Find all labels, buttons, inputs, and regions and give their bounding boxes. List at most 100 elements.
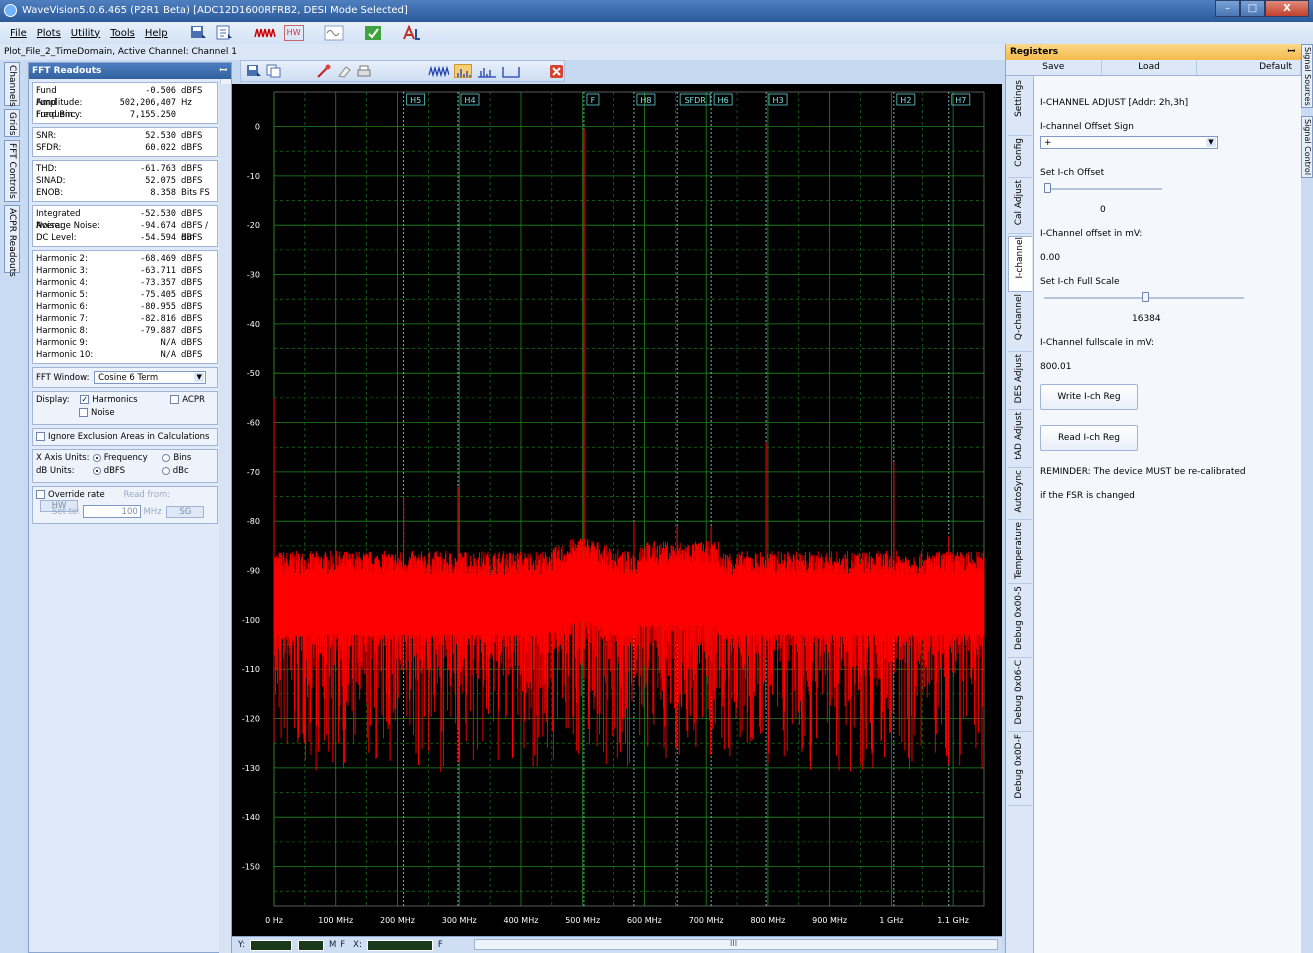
tab-debug-0x00-5[interactable]: Debug 0x00-5 [1008, 586, 1032, 658]
menu-plots[interactable]: Plots [36, 27, 61, 39]
fft-plot[interactable]: 0 -10 -20 -30 -40 -50 -60 -70 -80 -90 -100 -110 -120… [232, 84, 1002, 936]
x-tick-label: 700 MHz [689, 916, 724, 925]
override-rate-checkbox[interactable] [36, 490, 45, 499]
readout-value: -94.674 [140, 221, 176, 231]
readout-value: -68.469 [140, 254, 176, 264]
frequency-radio[interactable] [92, 453, 101, 462]
window-shape-icon[interactable] [501, 64, 520, 78]
pin-icon[interactable]: ꟷ [219, 66, 227, 76]
offset-slider[interactable] [1044, 188, 1162, 190]
readout-row: Harmonic 7: -82.816 dBFS [36, 313, 214, 325]
chevron-down-icon: ▼ [1206, 138, 1216, 147]
close-button[interactable]: X [1265, 0, 1309, 17]
window-title: WaveVision5.0.6.465 (P2R1 Beta) [ADC12D1… [22, 5, 408, 16]
minimize-button[interactable]: – [1215, 0, 1240, 17]
readout-row: Harmonic 9: N/A dBFS [36, 337, 214, 349]
tab-acpr-readouts[interactable]: ACPR Readouts [4, 205, 20, 277]
readout-label: SFDR: [36, 143, 62, 153]
menu-help[interactable]: Help [144, 27, 168, 39]
readout-row: Fund Bin: 7,155.250 [36, 109, 214, 121]
tab-cal-adjust[interactable]: Cal Adjust [1008, 180, 1032, 234]
readout-value: -79.887 [140, 326, 176, 336]
tab-q-channel[interactable]: Q-channel [1008, 294, 1032, 352]
tab-debug-0x0d-f[interactable]: Debug 0x0D-F [1008, 734, 1032, 806]
readout-value: -82.816 [140, 314, 176, 324]
readout-unit: dBFS [181, 302, 203, 312]
hw-capture-icon[interactable]: HW [283, 25, 304, 41]
export-plot-icon[interactable] [216, 25, 234, 41]
ignore-exclusion-row: Ignore Exclusion Areas in Calculations [32, 428, 218, 446]
save-button[interactable]: Save [1006, 60, 1102, 75]
bins-radio[interactable] [162, 453, 171, 462]
read-i-ch-reg-button[interactable]: Read I-ch Reg [1040, 425, 1138, 451]
tab-fft-controls[interactable]: FFT Controls [4, 140, 20, 202]
print-icon[interactable] [356, 64, 371, 78]
menu-tools[interactable]: Tools [110, 27, 135, 39]
pin-icon[interactable]: ꟷ [1287, 47, 1295, 57]
ignore-exclusion-checkbox[interactable] [36, 432, 45, 441]
tab-tad-adjust[interactable]: tAD Adjust [1008, 412, 1032, 468]
fullscale-slider-thumb[interactable] [1142, 292, 1149, 302]
menu-utility[interactable]: Utility [70, 27, 101, 39]
noise-checkbox[interactable] [79, 408, 88, 417]
tab-debug-0x06-c[interactable]: Debug 0x06-C [1008, 660, 1032, 732]
readout-label: Harmonic 3: [36, 266, 88, 276]
plot-horizontal-scrollbar[interactable]: III [474, 939, 998, 950]
close-plot-icon[interactable] [549, 64, 564, 78]
readout-value: -54.594 [140, 233, 176, 243]
y-tick-label: -30 [247, 271, 260, 280]
panel-splitter[interactable] [219, 84, 231, 953]
maximize-button[interactable]: □ [1240, 0, 1265, 17]
write-i-ch-reg-button[interactable]: Write I-ch Reg [1040, 384, 1138, 410]
fft-chart[interactable]: 0 -10 -20 -30 -40 -50 -60 -70 -80 -90 -100 -110 -120… [232, 84, 1002, 936]
set-fullscale-label: Set I-ch Full Scale [1040, 277, 1120, 287]
tab-channels[interactable]: Channels [4, 62, 20, 107]
offset-sign-select[interactable]: + ▼ [1040, 136, 1218, 149]
harmonic-marker-box [896, 93, 916, 106]
save-plot-icon[interactable] [246, 64, 261, 78]
readout-unit: dBFS [181, 86, 203, 96]
dbfs-radio[interactable] [92, 466, 101, 475]
save-plot-icon[interactable] [190, 25, 208, 41]
tab-des-adjust[interactable]: DES Adjust [1008, 354, 1032, 410]
read-from-hw-button[interactable]: HW [40, 500, 78, 512]
fft-window-select[interactable]: Cosine 6 Term ▼ [94, 371, 207, 384]
offset-value: 0 [1100, 205, 1106, 215]
time-domain-icon[interactable] [428, 64, 449, 78]
tab-settings[interactable]: Settings [1008, 80, 1032, 136]
copy-plot-icon[interactable] [266, 64, 281, 78]
menu-file[interactable]: File [10, 27, 27, 39]
x-tick-label: 900 MHz [812, 916, 847, 925]
time-domain-icon[interactable] [253, 25, 276, 41]
default-button[interactable]: Default [1197, 60, 1302, 75]
histogram-icon[interactable] [477, 64, 497, 78]
acpr-checkbox[interactable] [170, 395, 180, 404]
tab-i-channel[interactable]: I-channel [1008, 236, 1032, 292]
offset-sign-label: I-channel Offset Sign [1040, 122, 1134, 132]
tab-grids[interactable]: Grids [4, 109, 20, 137]
set-sg-button[interactable]: SG [166, 505, 205, 518]
eraser-icon[interactable] [336, 64, 351, 78]
marker-tool-icon[interactable] [316, 64, 331, 78]
x-tick-label: 1.1 GHz [937, 916, 969, 925]
fft-view-icon[interactable] [453, 64, 473, 78]
tab-temperature[interactable]: Temperature [1008, 522, 1032, 584]
readout-unit: dBFS [181, 278, 203, 288]
readout-label: Harmonic 4: [36, 278, 88, 288]
dbc-radio[interactable] [161, 466, 170, 475]
y-tick-label: -50 [247, 369, 260, 378]
tab-config[interactable]: Config [1008, 138, 1032, 178]
waveform-file-icon[interactable] [324, 25, 344, 41]
rate-input[interactable]: 100 [82, 505, 141, 518]
offset-slider-thumb[interactable] [1044, 183, 1051, 193]
harmonics-checkbox[interactable]: ✓ [80, 395, 90, 404]
tab-signal-sources[interactable]: Signal Sources [1301, 44, 1313, 108]
readout-value: 502,206,407 [119, 98, 176, 108]
tab-signal-control[interactable]: Signal Control [1301, 116, 1313, 178]
refresh-icon[interactable] [364, 25, 382, 41]
tab-autosync[interactable]: AutoSync [1008, 470, 1032, 520]
y-tick-label: -120 [242, 715, 260, 724]
analyze-icon[interactable] [402, 25, 422, 41]
load-button[interactable]: Load [1102, 60, 1198, 75]
fft-readouts-header: FFT Readouts ꟷ [29, 63, 231, 79]
